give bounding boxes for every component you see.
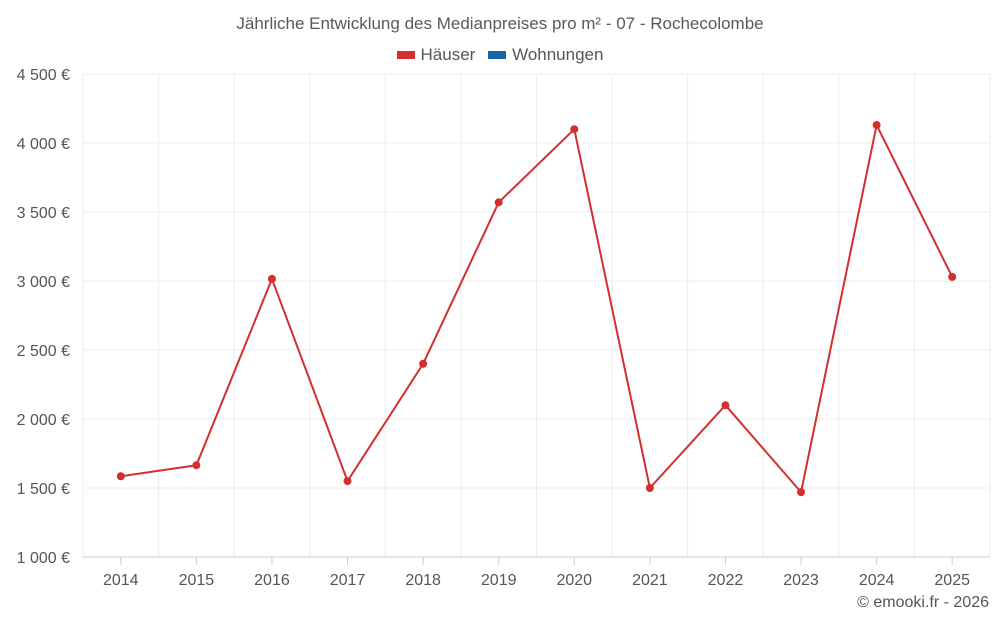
axes: 1 000 € 1 500 € 2 000 € 2 500 € 3 000 € 3 500… [17,67,990,589]
legend-swatch-wohnungen [488,51,507,59]
y-tick-label: 3 500 € [17,205,70,222]
y-tick-label: 1 000 € [17,550,70,567]
copyright-footer: © emooki.fr - 2026 [857,594,989,611]
data-point [267,274,276,283]
x-tick-label: 2023 [783,572,819,589]
x-tick-label: 2022 [708,572,744,589]
y-tick-label: 2 500 € [17,343,70,360]
data-point [419,359,428,368]
x-tick-label: 2025 [934,572,970,589]
x-tick-label: 2016 [254,572,290,589]
data-point [570,125,579,134]
x-tick-label: 2015 [179,572,215,589]
data-point [116,472,125,481]
data-point [192,461,201,470]
x-tick-label: 2024 [859,572,895,589]
data-point [645,484,654,492]
series-layer [116,121,957,497]
x-tick-label: 2014 [103,572,139,589]
x-tick-label: 2020 [556,572,592,589]
data-point [343,477,352,486]
y-tick-label: 4 500 € [17,67,70,84]
data-point [494,198,503,207]
data-point [797,488,806,497]
legend-label-wohnungen: Wohnungen [512,45,604,64]
data-point [872,121,881,130]
y-tick-label: 2 000 € [17,412,70,429]
y-tick-label: 1 500 € [17,481,70,498]
chart-title: Jährliche Entwicklung des Medianpreises … [236,14,764,33]
data-point [721,401,730,410]
grid [82,73,991,557]
legend-item-haeuser[interactable]: Häuser [396,45,476,65]
legend-item-wohnungen[interactable]: Wohnungen [488,45,603,65]
legend: Häuser Wohnungen [0,44,1000,65]
x-tick-label: 2021 [632,572,668,589]
y-tick-label: 4 000 € [17,136,70,153]
x-tick-label: 2017 [330,572,366,589]
data-point [948,272,957,281]
series-line-0 [120,124,954,494]
y-tick-label: 3 000 € [17,274,70,291]
legend-swatch-haeuser [396,51,415,59]
x-tick-label: 2018 [405,572,441,589]
x-tick-label: 2019 [481,572,517,589]
legend-label-haeuser: Häuser [420,45,476,64]
